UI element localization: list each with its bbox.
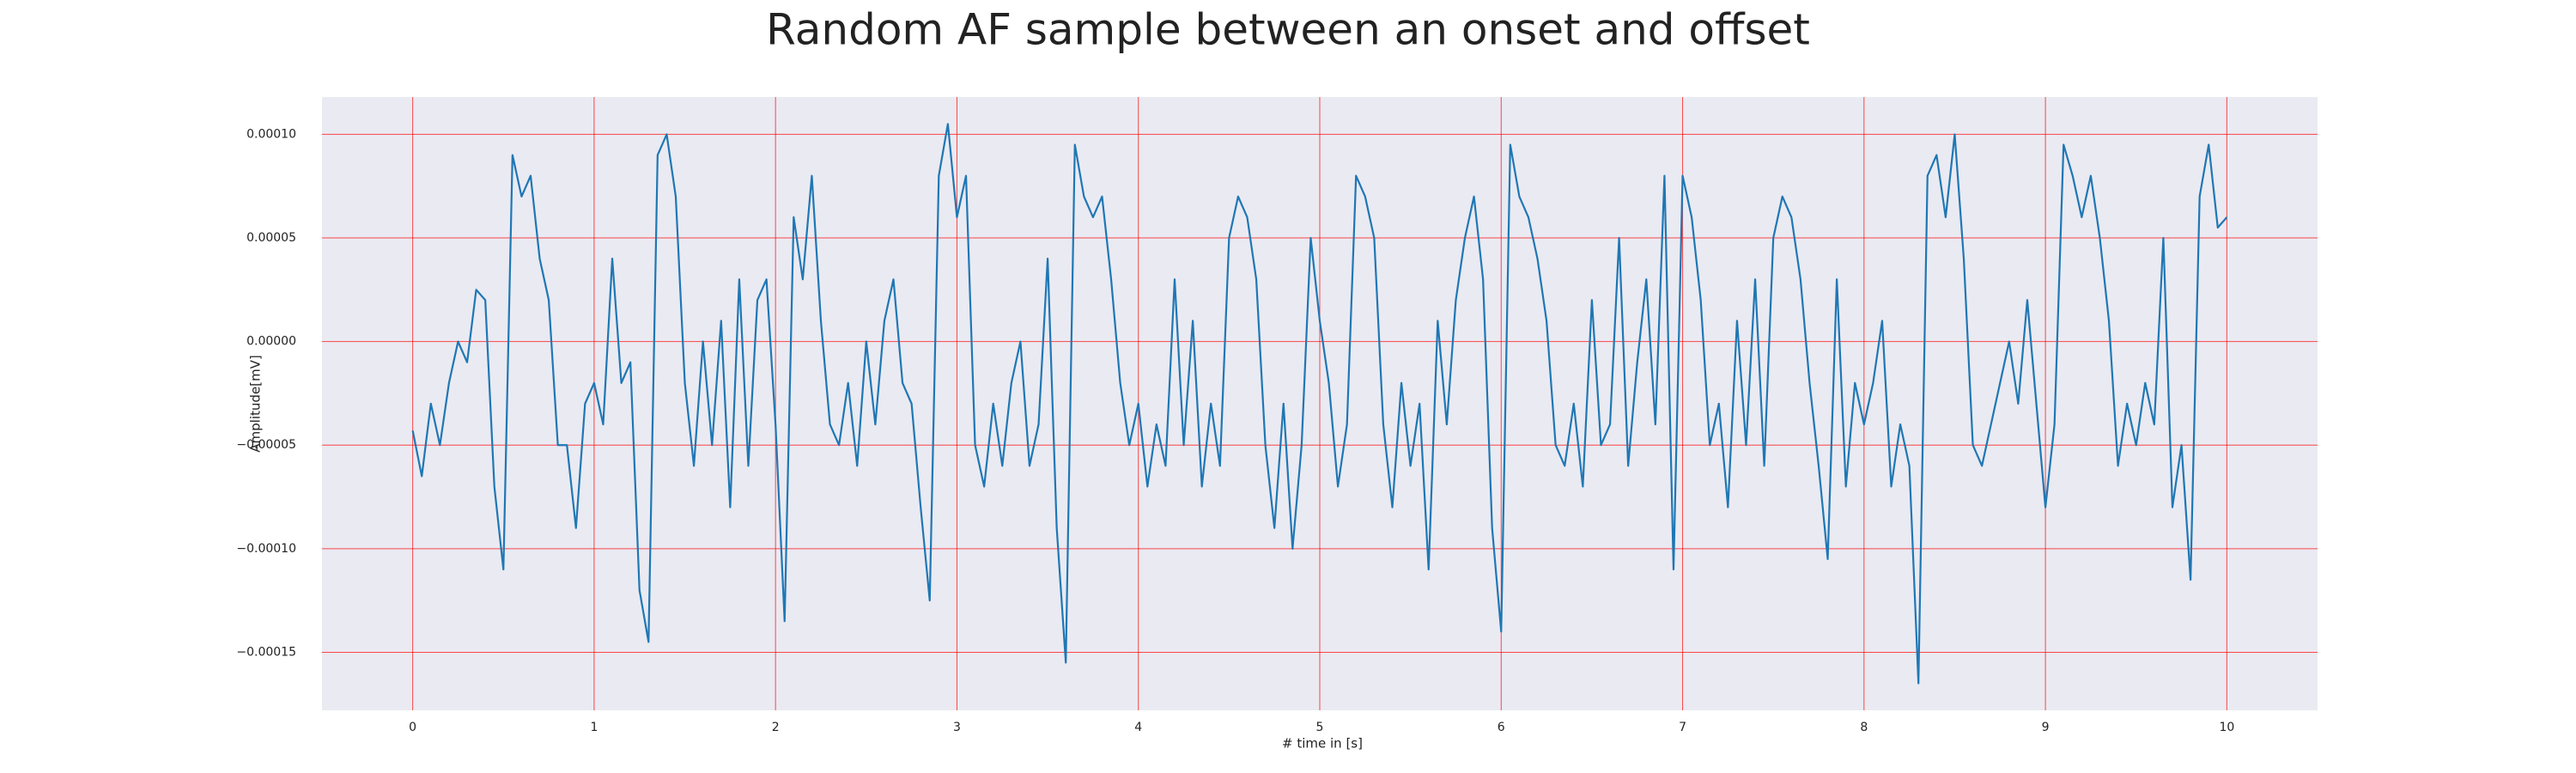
- x-tick-label: 1: [590, 721, 598, 734]
- signal-line: [411, 123, 2228, 685]
- y-tick-label: 0.00000: [246, 335, 296, 349]
- x-tick-label: 5: [1316, 721, 1324, 734]
- x-tick-label: 2: [772, 721, 780, 734]
- y-axis-label: Amplitude[mV]: [248, 355, 264, 452]
- y-tick-label: −0.00015: [236, 645, 296, 659]
- y-tick-label: 0.00005: [246, 231, 296, 245]
- x-tick-label: 8: [1860, 721, 1868, 734]
- y-tick-label: 0.00010: [246, 127, 296, 141]
- x-axis-label: # time in [s]: [1282, 736, 1363, 752]
- x-tick-label: 3: [953, 721, 961, 734]
- x-tick-label: 9: [2042, 721, 2050, 734]
- x-tick-label: 6: [1498, 721, 1505, 734]
- y-tick-label: −0.00010: [236, 542, 296, 556]
- x-tick-label: 4: [1134, 721, 1142, 734]
- x-tick-label: 7: [1679, 721, 1686, 734]
- chart-title: Random AF sample between an onset and of…: [766, 5, 1810, 55]
- x-tick-label: 10: [2219, 721, 2234, 734]
- y-tick-label: −0.00005: [236, 438, 296, 452]
- x-tick-label: 0: [409, 721, 416, 734]
